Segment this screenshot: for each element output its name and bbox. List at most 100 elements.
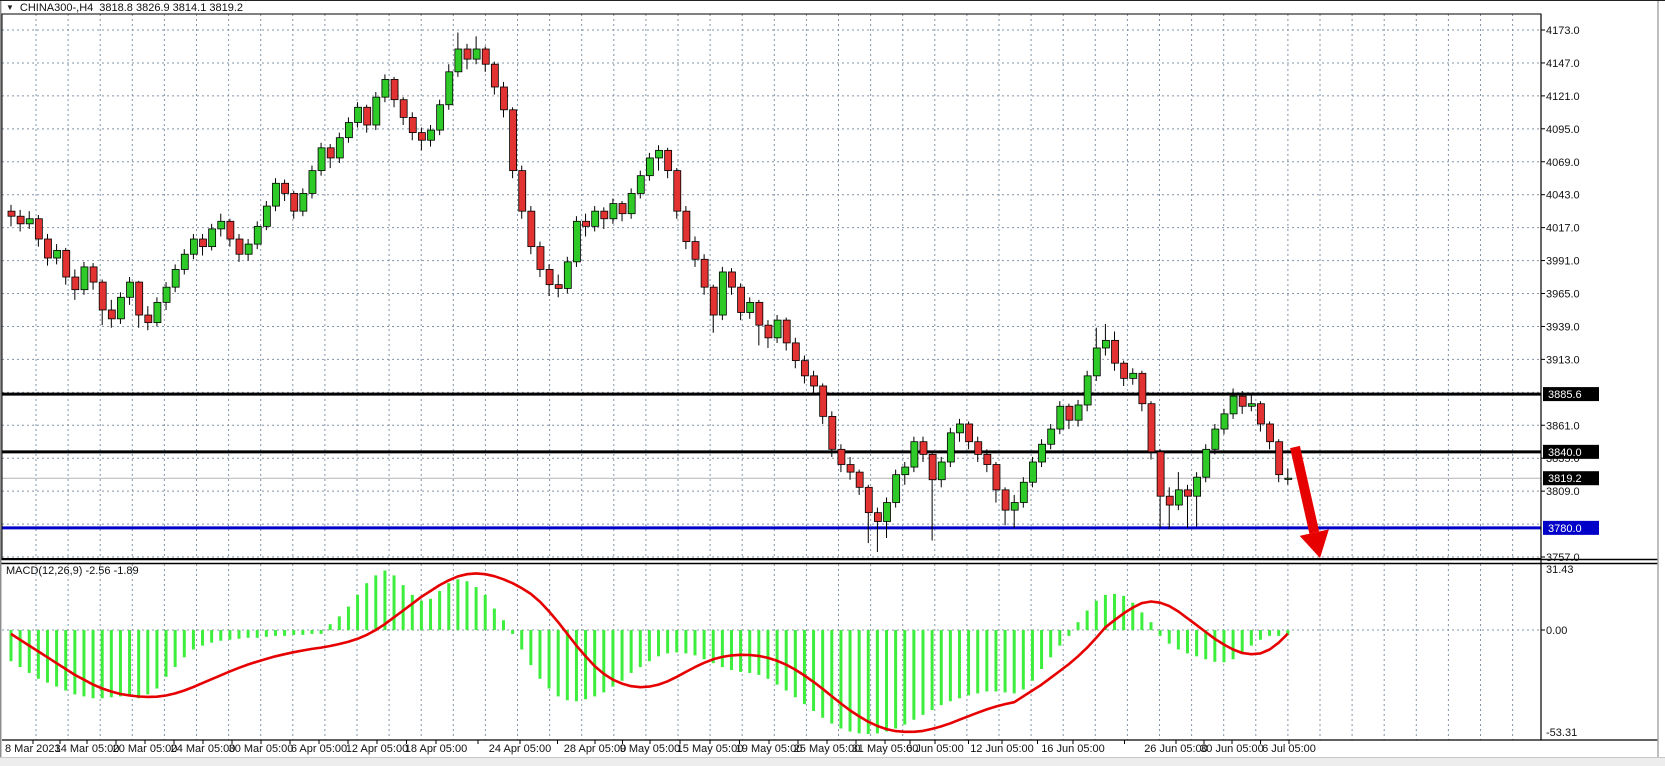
candle-up (956, 423, 964, 434)
date-label[interactable]: 6 Jul 05:00 (1262, 743, 1316, 755)
price-line-label-box (1543, 471, 1599, 486)
date-label[interactable]: 15 May 05:00 (677, 743, 744, 755)
candle-down (536, 246, 545, 270)
candle-up (126, 281, 134, 298)
candle-down (290, 193, 299, 212)
candle-down (408, 117, 417, 134)
candle-down (1238, 395, 1247, 407)
date-label[interactable]: 26 Jun 05:00 (1144, 743, 1208, 755)
sell-arrow-head[interactable] (1299, 529, 1329, 558)
price-tick-label[interactable]: 4121.0 (1546, 91, 1580, 103)
candle-down (1120, 362, 1129, 379)
candle-down (1184, 489, 1192, 497)
candle-up (354, 106, 362, 123)
date-label[interactable]: 19 May 05:00 (736, 743, 803, 755)
candle-up (591, 210, 600, 227)
date-label[interactable]: 24 Mar 05:00 (171, 743, 236, 755)
candle-down (509, 109, 518, 172)
date-label[interactable]: 25 May 05:00 (794, 743, 861, 755)
chart-dropdown-icon[interactable]: ▼ (6, 3, 14, 12)
date-label[interactable]: 14 Mar 05:00 (55, 743, 120, 755)
candle-down (363, 106, 372, 126)
date-label[interactable]: 9 May 05:00 (620, 743, 681, 755)
candle-up (381, 79, 390, 98)
candle-down (737, 286, 745, 313)
price-tick-label[interactable]: 3939.0 (1546, 321, 1580, 333)
price-tick-label[interactable]: 3913.0 (1546, 354, 1580, 366)
candle-up (773, 319, 782, 339)
macd-axis-label[interactable]: 31.43 (1546, 564, 1574, 576)
price-tick-label[interactable]: 4017.0 (1546, 223, 1580, 235)
price-tick-label[interactable]: 4095.0 (1546, 124, 1580, 136)
price-tick-label[interactable]: 3861.0 (1546, 420, 1580, 432)
price-tick-label[interactable]: 4069.0 (1546, 157, 1580, 169)
candle-up (1056, 405, 1065, 430)
candle-down (1147, 403, 1156, 453)
price-tick-label[interactable]: 4173.0 (1546, 25, 1580, 37)
date-label[interactable]: 12 Jun 05:00 (970, 743, 1034, 755)
date-label[interactable]: 31 May 05:00 (852, 743, 919, 755)
candle-down (828, 415, 837, 450)
candle-down (98, 281, 107, 311)
date-label[interactable]: 12 Apr 05:00 (346, 743, 408, 755)
candle-up (609, 203, 618, 220)
date-label[interactable]: 30 Mar 05:00 (229, 743, 294, 755)
candle-up (1129, 372, 1138, 379)
price-tick-label[interactable]: 3809.0 (1546, 486, 1580, 498)
candle-down (1111, 339, 1119, 364)
candle-up (1074, 404, 1083, 421)
candle-down (281, 182, 290, 194)
candle-up (253, 225, 262, 245)
price-tick-label[interactable]: 4043.0 (1546, 190, 1580, 202)
candle-up (1092, 347, 1101, 377)
price-line-label-box (1543, 444, 1599, 459)
candle-down (810, 375, 818, 387)
price-tick-label[interactable]: 3757.0 (1546, 552, 1580, 564)
macd-axis-label[interactable]: 0.00 (1546, 625, 1567, 637)
candle-down (691, 241, 700, 260)
date-label[interactable]: 20 Mar 05:00 (113, 743, 178, 755)
candle-up (427, 129, 435, 141)
candle-up (217, 220, 226, 230)
price-tick-label[interactable]: 4147.0 (1546, 58, 1580, 70)
candle-up (573, 220, 581, 263)
date-label[interactable]: 6 Jun 05:00 (906, 743, 964, 755)
candle-up (53, 250, 61, 259)
candle-down (199, 238, 207, 248)
candle-down (144, 314, 153, 324)
date-label[interactable]: 24 Apr 05:00 (489, 743, 551, 755)
candle-down (983, 453, 992, 465)
candle-up (189, 238, 198, 255)
candle-up (937, 461, 946, 481)
candle-down (1156, 451, 1165, 497)
candle-down (135, 281, 144, 316)
candle-down (709, 286, 718, 316)
price-line-label-box (1543, 520, 1599, 535)
date-label[interactable]: 30 Jun 05:00 (1200, 743, 1264, 755)
candle-down (500, 86, 508, 111)
price-tick-label[interactable]: 3991.0 (1546, 256, 1580, 268)
candle-up (892, 474, 901, 503)
candle-down (928, 453, 937, 481)
candle-down (582, 220, 590, 227)
macd-axis-label[interactable]: -53.31 (1546, 727, 1577, 739)
candle-down (89, 266, 98, 283)
date-label[interactable]: 6 Apr 05:00 (291, 743, 347, 755)
date-label[interactable]: 28 Apr 05:00 (564, 743, 626, 755)
candle-down (664, 149, 673, 172)
date-label[interactable]: 8 Mar 2023 (5, 743, 61, 755)
candle-down (600, 210, 609, 220)
candle-up (563, 261, 572, 289)
candle-down (682, 210, 691, 242)
candle-down (62, 250, 71, 278)
sell-arrow-shaft (1290, 445, 1320, 534)
candle-down (463, 48, 472, 60)
price-line-label: 3819.2 (1548, 473, 1582, 485)
candle-up (901, 466, 910, 476)
price-tick-label[interactable]: 3965.0 (1546, 289, 1580, 301)
candle-up (153, 301, 162, 324)
date-label[interactable]: 16 Jun 05:00 (1041, 743, 1105, 755)
candle-up (472, 48, 481, 60)
date-label[interactable]: 18 Apr 05:00 (405, 743, 467, 755)
